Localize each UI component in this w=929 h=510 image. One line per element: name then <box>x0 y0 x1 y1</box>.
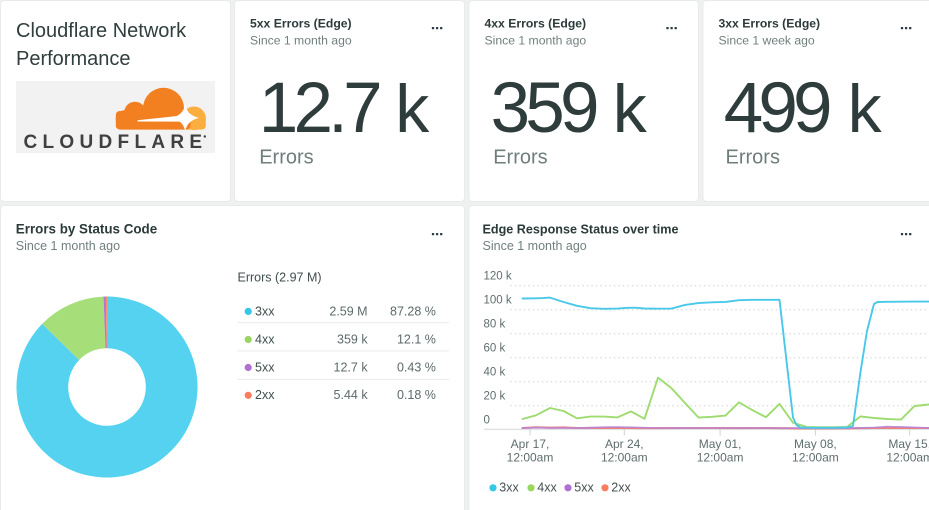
svg-text:12:00am: 12:00am <box>507 450 554 464</box>
svg-text:80 k: 80 k <box>484 318 506 330</box>
svg-text:12:00am: 12:00am <box>792 450 839 464</box>
svg-text:3xx: 3xx <box>255 304 275 318</box>
svg-text:4xx: 4xx <box>537 481 557 495</box>
svg-text:12:00am: 12:00am <box>886 450 929 464</box>
svg-text:5xx: 5xx <box>255 360 275 374</box>
svg-text:Errors: Errors <box>493 147 547 169</box>
svg-text:5xx: 5xx <box>574 481 594 495</box>
svg-text:0.43 %: 0.43 % <box>397 360 436 374</box>
svg-text:4xx: 4xx <box>255 332 275 346</box>
svg-text:87.28 %: 87.28 % <box>390 304 436 318</box>
svg-text:12:00am: 12:00am <box>697 450 744 464</box>
svg-text:Since 1 month ago: Since 1 month ago <box>16 239 120 253</box>
svg-text:2xx: 2xx <box>255 388 275 402</box>
svg-text:499: 499 <box>724 69 830 148</box>
svg-text:0: 0 <box>484 414 490 426</box>
svg-text:Performance: Performance <box>16 48 131 70</box>
svg-text:40 k: 40 k <box>484 366 506 378</box>
svg-text:120 k: 120 k <box>484 270 512 282</box>
svg-text:Since 1 month ago: Since 1 month ago <box>483 239 587 253</box>
svg-text:12:00am: 12:00am <box>601 450 648 464</box>
svg-text:359 k: 359 k <box>337 332 368 346</box>
svg-text:Errors: Errors <box>726 147 780 169</box>
svg-text:Since 1 month ago: Since 1 month ago <box>250 33 352 47</box>
svg-text:May 15,: May 15, <box>888 437 929 451</box>
svg-text:12.1 %: 12.1 % <box>397 332 436 346</box>
svg-text:k: k <box>848 71 883 147</box>
svg-text:Errors by Status Code: Errors by Status Code <box>16 222 157 237</box>
svg-text:May 01,: May 01, <box>699 437 742 451</box>
svg-text:359: 359 <box>491 69 597 148</box>
svg-text:CLOUDFLARE: CLOUDFLARE <box>24 132 208 153</box>
svg-text:Since 1 week ago: Since 1 week ago <box>719 33 815 47</box>
svg-text:5xx Errors (Edge): 5xx Errors (Edge) <box>250 17 352 31</box>
svg-text:Edge Response Status over time: Edge Response Status over time <box>483 223 679 237</box>
svg-text:2.59 M: 2.59 M <box>329 304 367 318</box>
svg-text:100 k: 100 k <box>484 294 512 306</box>
svg-text:Errors: Errors <box>259 147 313 169</box>
svg-text:3xx: 3xx <box>499 481 519 495</box>
svg-text:3xx Errors (Edge): 3xx Errors (Edge) <box>719 17 821 31</box>
svg-text:k: k <box>395 71 430 147</box>
svg-text:2xx: 2xx <box>611 481 631 495</box>
svg-text:Cloudflare Network: Cloudflare Network <box>16 20 187 42</box>
svg-text:Errors (2.97 M): Errors (2.97 M) <box>238 271 322 285</box>
svg-text:20 k: 20 k <box>484 390 506 402</box>
svg-text:5.44 k: 5.44 k <box>334 388 369 402</box>
svg-text:60 k: 60 k <box>484 342 506 354</box>
svg-text:12.7: 12.7 <box>259 69 379 148</box>
svg-text:Since 1 month ago: Since 1 month ago <box>485 33 587 47</box>
svg-text:4xx Errors (Edge): 4xx Errors (Edge) <box>485 17 587 31</box>
svg-text:May 08,: May 08, <box>794 437 837 451</box>
svg-text:k: k <box>613 71 648 147</box>
svg-text:Apr 24,: Apr 24, <box>605 437 644 451</box>
svg-text:0.18 %: 0.18 % <box>397 388 436 402</box>
svg-text:12.7 k: 12.7 k <box>334 360 369 374</box>
svg-text:Apr 17,: Apr 17, <box>511 437 550 451</box>
